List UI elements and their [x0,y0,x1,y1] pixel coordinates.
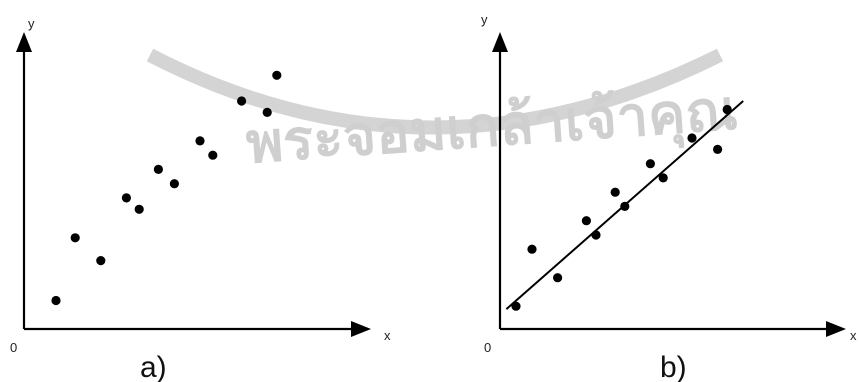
data-point-a-2 [70,233,80,243]
watermark-ring [146,48,724,135]
data-point-b-5 [591,230,601,240]
y-axis-label-b: y [481,12,488,27]
data-point-a-1 [51,295,61,306]
y-axis-arrow-b [492,32,508,52]
data-point-a-10 [237,96,247,106]
x-axis-arrow-b [826,321,846,337]
data-point-a-5 [134,204,144,214]
data-point-b-3 [553,273,563,283]
data-point-b-4 [581,216,592,226]
data-point-b-12 [722,104,732,115]
data-point-b-10 [687,133,697,143]
data-point-b-11 [713,144,723,154]
data-point-b-6 [610,187,620,197]
origin-label-a: 0 [10,340,17,355]
data-point-b-8 [645,159,656,169]
data-point-a-8 [195,136,205,146]
data-point-b-2 [527,244,537,254]
panel-label-b: b) [660,351,687,382]
scatter-panel-b: y x 0 b) [481,12,857,382]
data-points-b [511,104,732,311]
scatter-panel-a: y x 0 a) [10,16,391,382]
x-axis-arrow-a [351,321,371,337]
data-point-b-7 [620,201,630,211]
watermark-text: พระจอมเกล้าเจ้าคุณ [244,78,740,179]
data-point-a-7 [169,179,179,189]
data-point-a-6 [153,164,163,174]
data-points-a [51,70,282,306]
panel-label-a: a) [140,351,167,382]
origin-label-b: 0 [484,340,491,355]
x-axis-label-b: x [850,328,857,343]
data-point-b-9 [658,173,668,183]
data-point-b-1 [511,301,521,311]
y-axis-arrow-a [16,32,32,52]
x-axis-label-a: x [384,328,391,343]
data-point-a-12 [272,70,282,80]
data-point-a-4 [121,193,131,203]
data-point-a-11 [262,107,272,117]
data-point-a-3 [96,256,106,266]
y-axis-label-a: y [28,16,35,31]
data-point-a-9 [208,150,218,160]
